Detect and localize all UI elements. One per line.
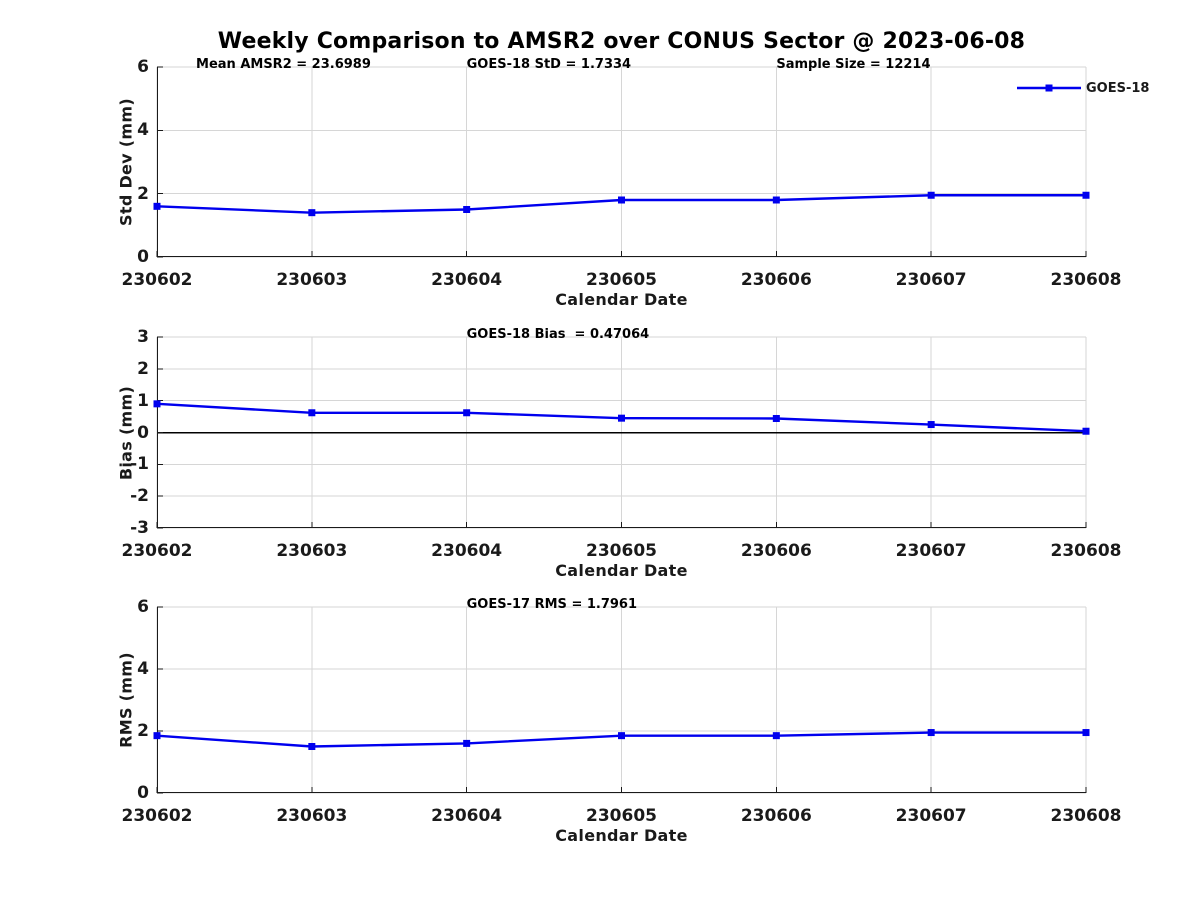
y-tick-label: 1: [137, 390, 149, 411]
data-point-marker: [153, 400, 161, 408]
data-point-marker: [772, 414, 780, 422]
x-tick-label: 230603: [276, 541, 348, 561]
data-point-marker: [772, 732, 780, 740]
legend-line-marker-icon: [1017, 84, 1081, 92]
x-tick-label: 230608: [1050, 541, 1122, 561]
data-point-marker: [772, 196, 780, 204]
y-tick-label: 0: [137, 422, 149, 443]
x-tick-label: 230607: [895, 270, 967, 290]
data-point-marker: [618, 732, 625, 740]
y-axis-label: RMS (mm): [116, 652, 136, 748]
data-point-marker: [308, 743, 316, 750]
data-point-marker: [153, 732, 161, 740]
x-tick-label: 230603: [276, 270, 348, 290]
x-tick-label: 230602: [121, 270, 193, 290]
x-tick-label: 230608: [1050, 270, 1122, 290]
x-tick-label: 230604: [431, 806, 503, 826]
y-tick-label: 2: [137, 183, 149, 204]
x-tick-label: 230606: [740, 270, 812, 290]
data-point-marker: [1082, 191, 1090, 199]
data-point-marker: [463, 206, 471, 213]
x-tick-label: 230608: [1050, 806, 1122, 826]
data-point-marker: [463, 739, 471, 747]
data-point-marker: [927, 729, 935, 737]
y-tick-label: 3: [137, 327, 149, 347]
data-point-marker: [153, 202, 161, 210]
data-point-marker: [308, 409, 316, 417]
data-point-marker: [618, 414, 625, 422]
x-tick-label: 230605: [586, 541, 657, 561]
axis-annotation: Mean AMSR2 = 23.6989: [196, 57, 371, 72]
bias-plot-area: [153, 336, 1090, 529]
y-tick-label: 2: [137, 358, 149, 379]
x-tick-label: 230603: [276, 806, 348, 826]
y-tick-label: 0: [137, 247, 149, 267]
x-tick-label: 230607: [895, 541, 967, 561]
x-tick-label: 230606: [740, 806, 812, 826]
axis-annotation: Sample Size = 12214: [776, 57, 931, 72]
x-tick-label: 230602: [121, 541, 193, 561]
x-tick-label: 230604: [431, 270, 503, 290]
y-tick-label: -1: [130, 454, 149, 475]
x-axis-label: Calendar Date: [555, 561, 688, 580]
x-axis-label: Calendar Date: [555, 826, 688, 845]
data-point-marker: [463, 409, 471, 417]
axis-annotation: GOES-18 StD = 1.7334: [466, 57, 632, 72]
y-tick-label: 6: [137, 597, 149, 617]
x-tick-label: 230605: [586, 270, 657, 290]
y-tick-label: 0: [137, 783, 149, 803]
y-axis-label: Std Dev (mm): [116, 98, 136, 226]
x-tick-label: 230606: [740, 541, 812, 561]
rms-panel: 230602 230603 230604 230605 230606 230607 2306…: [117, 597, 1122, 845]
legend-label: GOES-18: [1086, 80, 1150, 96]
x-tick-label: 230602: [121, 806, 193, 826]
data-point-marker: [1082, 729, 1090, 737]
data-point-marker: [618, 196, 625, 204]
y-tick-label: 4: [137, 120, 149, 141]
data-point-marker: [927, 421, 935, 429]
std-dev-plot-area: [153, 66, 1090, 258]
y-tick-label: 6: [137, 57, 149, 77]
figure-title: Weekly Comparison to AMSR2 over CONUS Se…: [217, 29, 1026, 54]
y-tick-label: 2: [137, 721, 149, 741]
y-axis-label: Bias (mm): [116, 385, 136, 480]
x-tick-label: 230604: [431, 541, 503, 561]
data-point-marker: [308, 209, 316, 217]
y-tick-label: -2: [130, 486, 149, 507]
data-point-marker: [927, 191, 935, 199]
rms-plot-area: [153, 606, 1090, 794]
x-tick-label: 230607: [895, 806, 967, 826]
x-axis-label: Calendar Date: [555, 290, 688, 309]
data-point-marker: [1082, 427, 1090, 435]
bias-panel: 230602 230603 230604 230605 230606 230607 2306…: [117, 327, 1122, 580]
axis-annotation: GOES-18 Bias = 0.47064: [466, 327, 650, 342]
stddev-panel: 230602 230603 230604 230605 230606 230607 2306…: [117, 57, 1122, 309]
y-tick-label: 4: [137, 659, 149, 679]
axis-annotation: GOES-17 RMS = 1.7961: [466, 597, 638, 612]
x-tick-label: 230605: [586, 806, 657, 826]
y-tick-label: -3: [130, 518, 149, 538]
legend: GOES-18: [1017, 80, 1150, 96]
